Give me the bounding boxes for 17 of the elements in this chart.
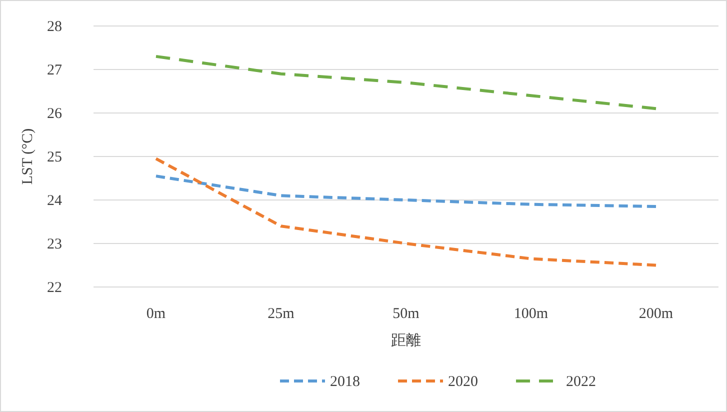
legend-label: 2022 xyxy=(566,374,596,390)
y-tick-label: 23 xyxy=(47,236,62,252)
y-tick-label: 24 xyxy=(47,193,62,209)
x-tick-label: 50m xyxy=(392,306,420,322)
y-tick-label: 22 xyxy=(47,280,62,296)
x-tick-label: 200m xyxy=(638,306,674,322)
x-axis-title: 距離 xyxy=(391,332,421,349)
legend-label: 2018 xyxy=(330,374,360,390)
y-tick-label: 27 xyxy=(47,62,62,78)
x-tick-label: 100m xyxy=(514,306,548,322)
x-tick-label: 0m xyxy=(146,306,166,322)
y-tick-label: 28 xyxy=(47,19,62,35)
x-tick-label: 25m xyxy=(268,306,295,322)
y-axis-title: LST (°C) xyxy=(20,128,36,185)
y-tick-label: 26 xyxy=(47,106,62,122)
legend-label: 2020 xyxy=(448,374,478,390)
y-tick-label: 25 xyxy=(47,150,62,166)
